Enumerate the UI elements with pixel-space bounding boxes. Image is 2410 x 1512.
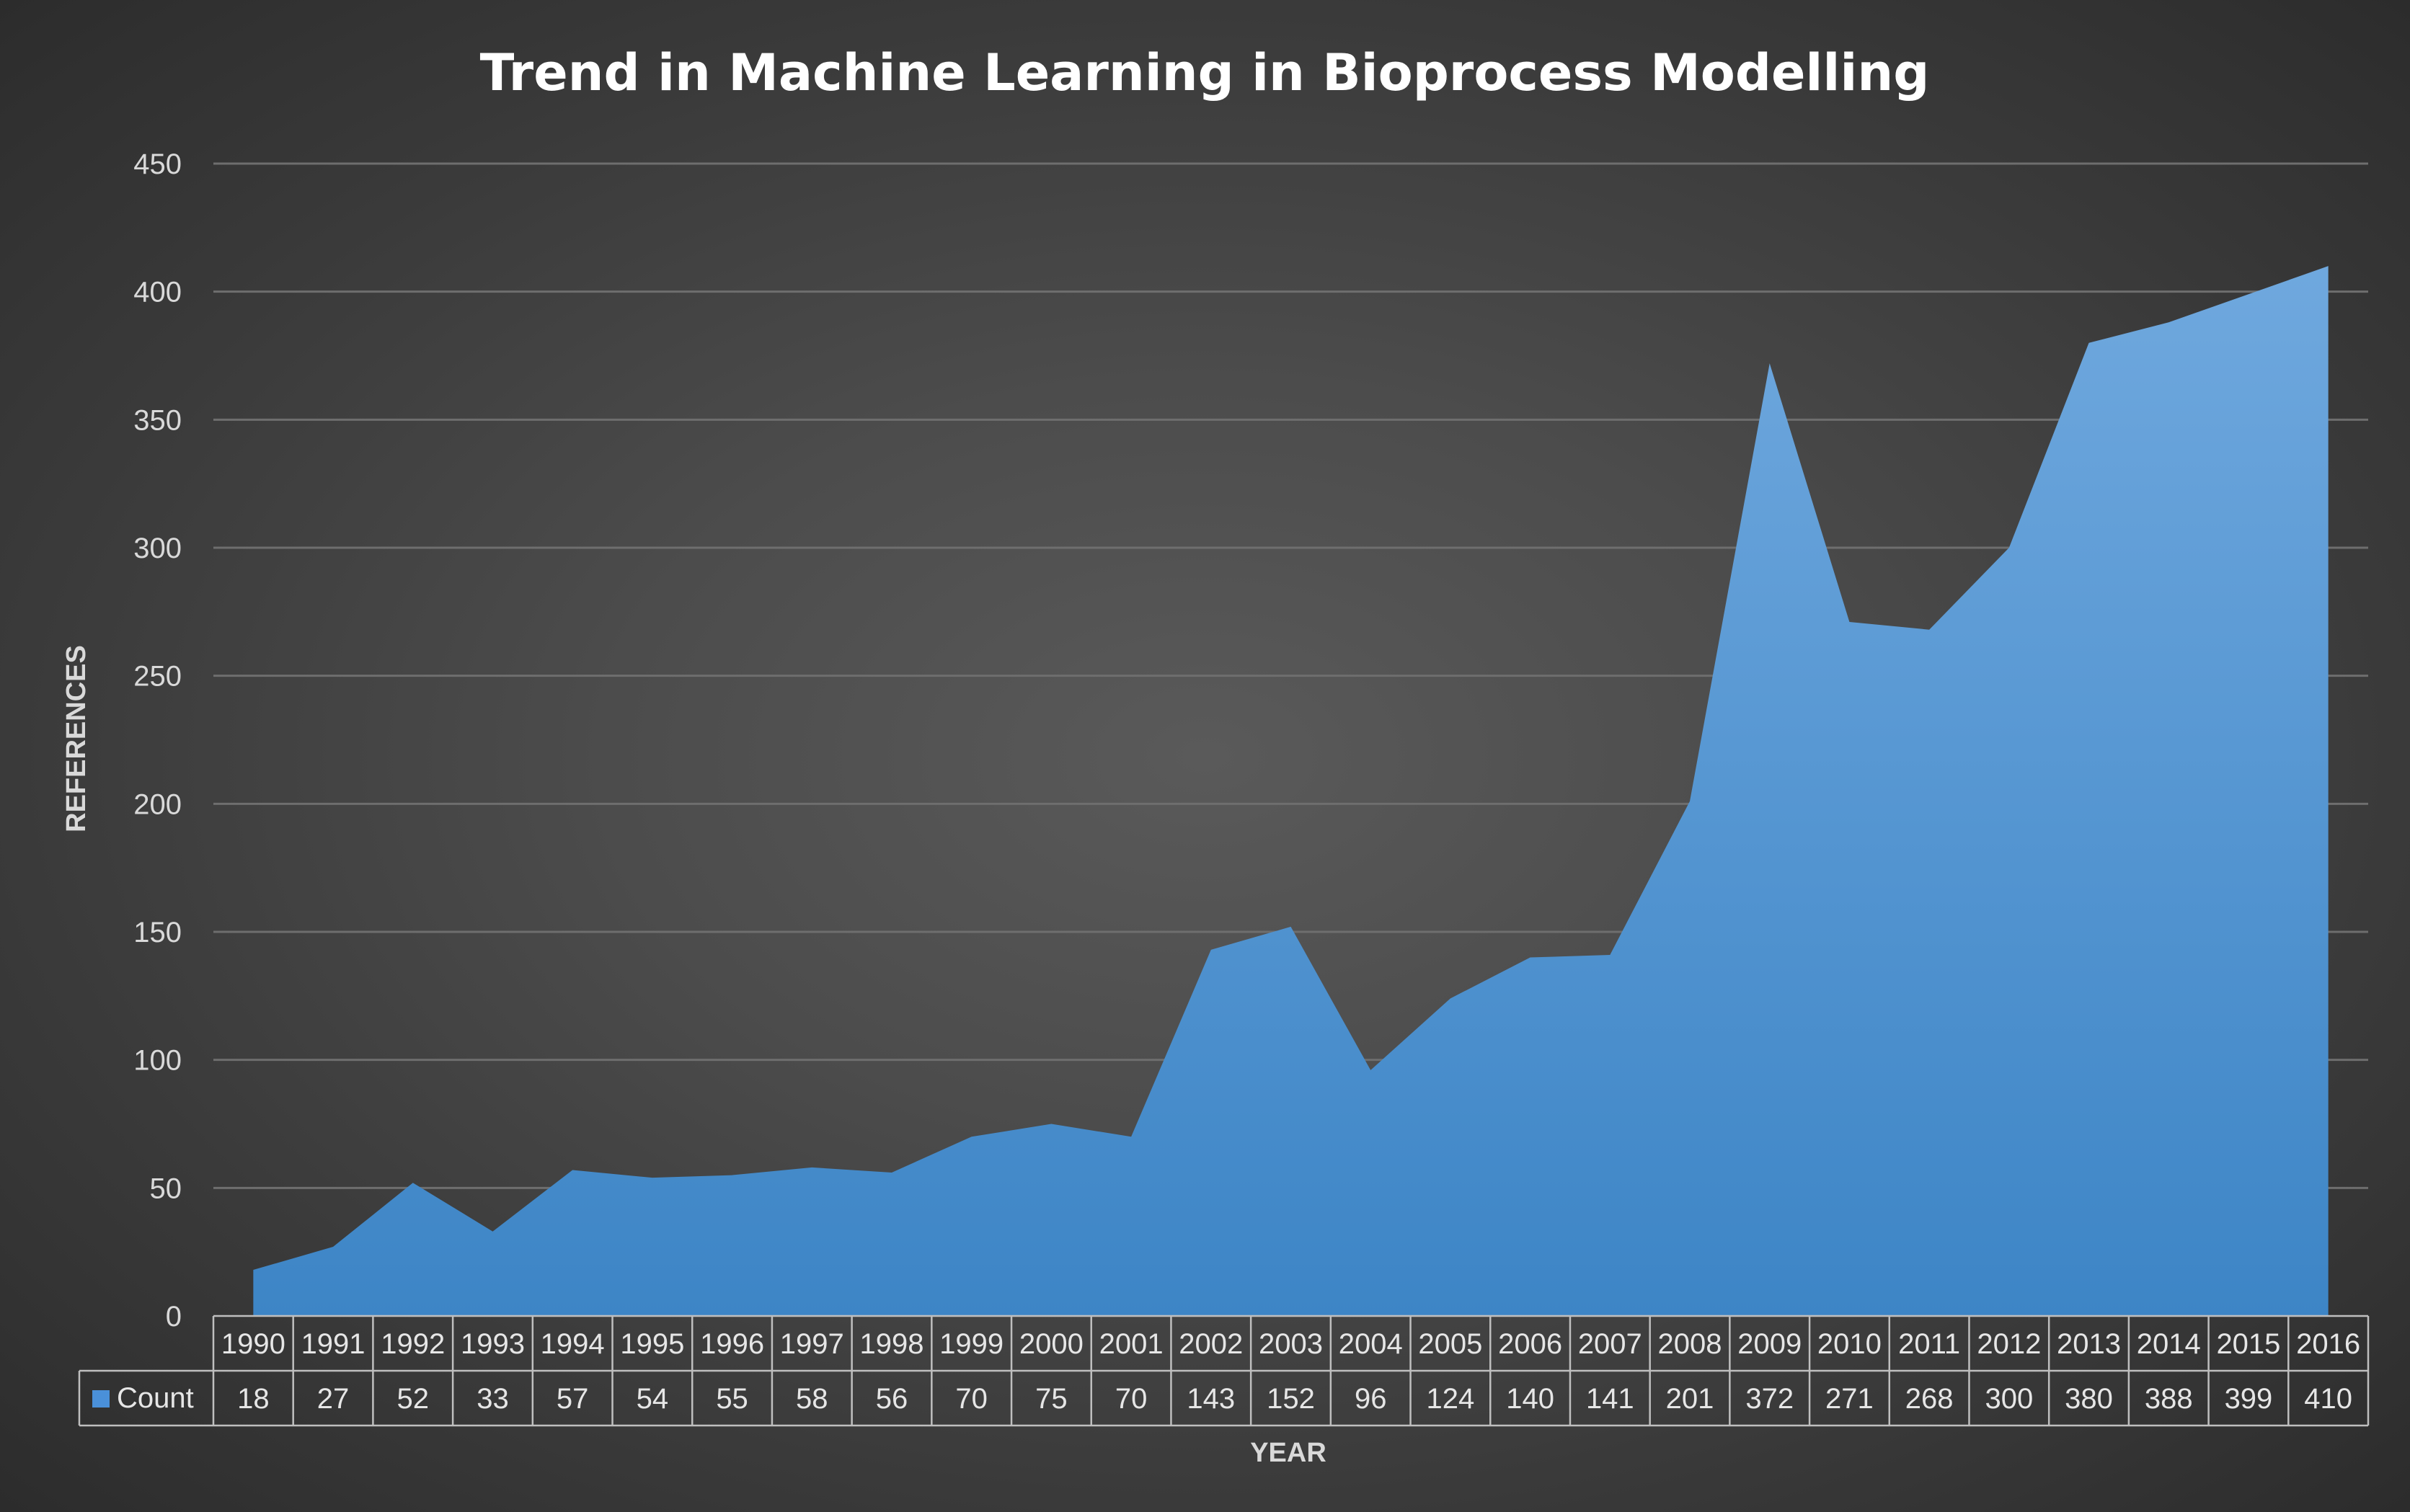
x-tick-label: 1998 [859, 1328, 923, 1360]
y-tick-label: 250 [133, 661, 182, 693]
y-tick-label: 100 [133, 1045, 182, 1077]
data-label: 201 [1666, 1383, 1714, 1415]
y-tick-label: 150 [133, 917, 182, 948]
y-axis-ticks: 0 50 100 150 200 250 300 350 400 450 [133, 148, 182, 1333]
y-tick-label: 50 [150, 1173, 182, 1204]
legend-key-count [92, 1390, 110, 1408]
x-tick-label: 2000 [1019, 1328, 1084, 1360]
x-tick-label: 2008 [1658, 1328, 1722, 1360]
x-tick-label: 2010 [1817, 1328, 1882, 1360]
y-tick-label: 300 [133, 533, 182, 564]
x-tick-label: 2001 [1099, 1328, 1164, 1360]
y-tick-label: 400 [133, 277, 182, 308]
data-label: 33 [477, 1383, 509, 1415]
data-label: 54 [637, 1383, 669, 1415]
x-tick-label: 2011 [1898, 1328, 1960, 1360]
x-tick-label: 1993 [461, 1328, 525, 1360]
y-axis-title: REFERENCES [61, 645, 92, 832]
x-tick-label: 2007 [1578, 1328, 1642, 1360]
x-tick-label: 2012 [1977, 1328, 2041, 1360]
data-label: 27 [317, 1383, 350, 1415]
chart-title: Trend in Machine Learning in Bioprocess … [480, 43, 1930, 102]
data-label: 410 [2304, 1383, 2352, 1415]
x-tick-label: 2002 [1179, 1328, 1243, 1360]
x-axis-title: YEAR [1250, 1438, 1326, 1468]
y-tick-label: 450 [133, 148, 182, 180]
x-tick-label: 2015 [2216, 1328, 2280, 1360]
x-tick-label: 2003 [1259, 1328, 1323, 1360]
x-tick-label: 2016 [2296, 1328, 2360, 1360]
data-table: 1990 1991 1992 1993 1994 1995 1996 1997 1998 1999… [78, 1315, 2370, 1427]
area-series-count [253, 266, 2329, 1317]
data-label: 56 [876, 1383, 908, 1415]
data-label: 143 [1187, 1383, 1235, 1415]
x-tick-label: 1990 [221, 1328, 285, 1360]
data-label: 124 [1427, 1383, 1475, 1415]
x-tick-label: 2004 [1339, 1328, 1403, 1360]
data-label: 70 [955, 1383, 988, 1415]
x-tick-label: 1997 [780, 1328, 844, 1360]
data-label: 141 [1586, 1383, 1634, 1415]
data-label: 140 [1506, 1383, 1554, 1415]
y-tick-label: 350 [133, 404, 182, 436]
y-tick-label: 200 [133, 788, 182, 820]
x-tick-label: 2006 [1498, 1328, 1562, 1360]
x-tick-label: 1992 [381, 1328, 445, 1360]
data-label: 75 [1035, 1383, 1068, 1415]
data-label: 52 [397, 1383, 430, 1415]
data-label: 380 [2065, 1383, 2113, 1415]
data-label: 372 [1745, 1383, 1794, 1415]
data-label: 18 [237, 1383, 270, 1415]
x-tick-label: 2009 [1737, 1328, 1802, 1360]
legend-label-count: Count [117, 1382, 194, 1414]
x-tick-label: 1999 [939, 1328, 1004, 1360]
x-tick-label: 1995 [620, 1328, 684, 1360]
data-label: 388 [2145, 1383, 2193, 1415]
x-tick-label: 2014 [2137, 1328, 2201, 1360]
x-tick-label: 2013 [2057, 1328, 2121, 1360]
data-label: 57 [557, 1383, 589, 1415]
y-tick-label: 0 [166, 1301, 182, 1333]
x-tick-label: 1994 [541, 1328, 605, 1360]
x-tick-label: 2005 [1418, 1328, 1482, 1360]
data-label: 70 [1115, 1383, 1148, 1415]
area-series-layer [253, 266, 2329, 1317]
data-label: 399 [2225, 1383, 2273, 1415]
gridlines [213, 162, 2368, 1189]
x-tick-label: 1996 [700, 1328, 764, 1360]
data-label: 152 [1267, 1383, 1315, 1415]
data-label: 96 [1355, 1383, 1387, 1415]
data-label: 55 [716, 1383, 748, 1415]
data-label: 300 [1985, 1383, 2033, 1415]
x-tick-label: 1991 [301, 1328, 366, 1360]
data-label: 271 [1825, 1383, 1874, 1415]
data-label: 268 [1905, 1383, 1954, 1415]
data-label: 58 [796, 1383, 828, 1415]
